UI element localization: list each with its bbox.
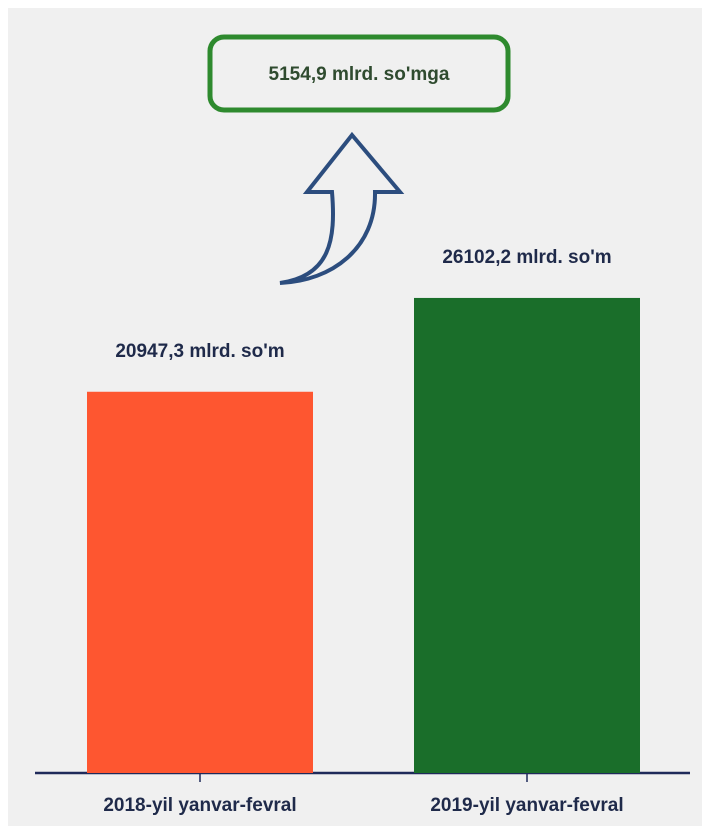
- x-tick-label: 2019-yil yanvar-fevral: [430, 795, 623, 816]
- x-tick-label: 2018-yil yanvar-fevral: [103, 795, 296, 816]
- growth-arrow: [279, 131, 405, 285]
- annotation-box: [207, 34, 511, 113]
- value-label: 20947,3 mlrd. so'm: [115, 341, 284, 362]
- bar: [414, 297, 640, 773]
- annotation: 5154,9 mlrd. so'mga: [269, 64, 450, 85]
- bar: [87, 391, 313, 773]
- value-label: 26102,2 mlrd. so'm: [442, 247, 611, 268]
